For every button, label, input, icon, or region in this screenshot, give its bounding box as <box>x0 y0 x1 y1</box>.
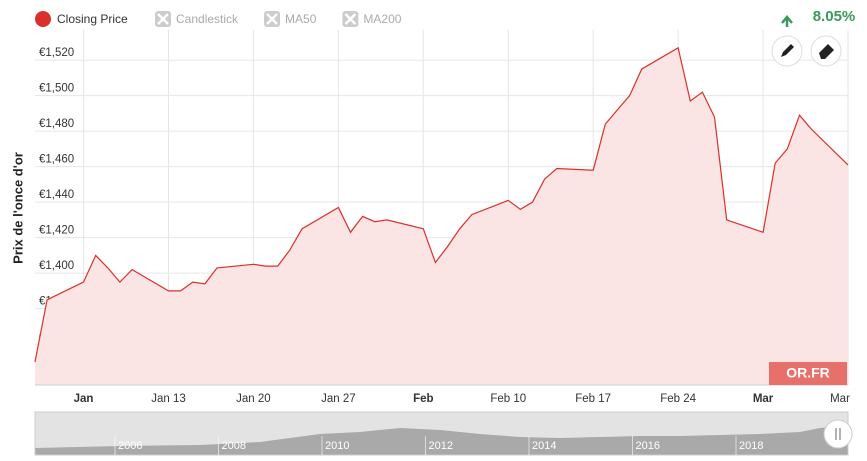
watermark: OR.FR <box>786 365 830 381</box>
y-tick-label: €1,420 <box>39 225 74 237</box>
legend-item[interactable]: MA200 <box>342 11 402 27</box>
x-tick-label: Feb 10 <box>490 393 526 405</box>
x-tick-label: Feb 17 <box>575 393 611 405</box>
area <box>35 47 848 386</box>
legend-item[interactable]: MA50 <box>264 11 317 27</box>
legend-label[interactable]: Candlestick <box>176 12 239 26</box>
y-tick-label: €1,460 <box>39 154 74 166</box>
legend-x[interactable] <box>157 13 169 25</box>
navigator-label: 2018 <box>739 440 763 452</box>
y-axis-title: Prix de l'once d'or <box>10 152 25 264</box>
navigator: 2006 2008 2010 2012 2014 2016 2018 <box>34 411 853 456</box>
legend-label[interactable]: Closing Price <box>57 12 128 26</box>
x-tick-label: Feb 24 <box>660 393 696 405</box>
navigator-label: 2016 <box>636 440 660 452</box>
y-tick-label: €1,480 <box>39 118 74 130</box>
navigator-label: 2012 <box>429 440 453 452</box>
y-tick-label: €1,500 <box>39 83 74 95</box>
plot-area: €1,340€1,360€1,380€1,400€1,420€1,440€1,4… <box>34 30 866 405</box>
y-tick-label: €1,440 <box>39 189 74 201</box>
eraser-icon[interactable] <box>819 44 834 59</box>
y-tick-label: €1,400 <box>39 260 74 272</box>
watermark-box <box>769 362 847 385</box>
change-label: 8.05% <box>813 8 856 25</box>
handle-grip[interactable] <box>835 428 841 440</box>
erase-button[interactable] <box>810 35 842 67</box>
navigator-label: 2006 <box>118 440 142 452</box>
x-tick-label: Jan 13 <box>151 393 186 405</box>
y-tick-label: €1,520 <box>39 47 74 59</box>
x-tick-label: Feb <box>413 393 433 405</box>
navigator-label: 2014 <box>532 440 556 452</box>
x-tick-label: Mar <box>753 393 774 405</box>
legend-label[interactable]: MA50 <box>285 12 317 26</box>
legend-item[interactable]: Candlestick <box>155 11 239 27</box>
x-tick-label: Jan <box>74 393 94 405</box>
legend-x[interactable] <box>266 13 278 25</box>
navigator-label: 2008 <box>222 440 246 452</box>
x-tick-label: Jan 27 <box>321 393 356 405</box>
navigator-handle[interactable] <box>823 419 853 449</box>
x-tick-label: Mar 09 <box>830 393 866 405</box>
up-arrow <box>781 15 793 27</box>
pencil-icon[interactable] <box>781 44 794 57</box>
navigator-area <box>35 426 848 455</box>
legend: Closing Price Candlestick MA50 MA200 <box>35 11 402 27</box>
navigator-label: 2010 <box>325 440 349 452</box>
draw-button[interactable] <box>771 35 803 67</box>
legend-swatch[interactable] <box>35 11 51 27</box>
legend-label[interactable]: MA200 <box>363 12 401 26</box>
x-tick-label: Jan 20 <box>236 393 271 405</box>
navigator-labels: 2006 2008 2010 2012 2014 2016 2018 <box>114 436 763 455</box>
legend-x[interactable] <box>344 13 357 25</box>
line <box>34 46 849 363</box>
